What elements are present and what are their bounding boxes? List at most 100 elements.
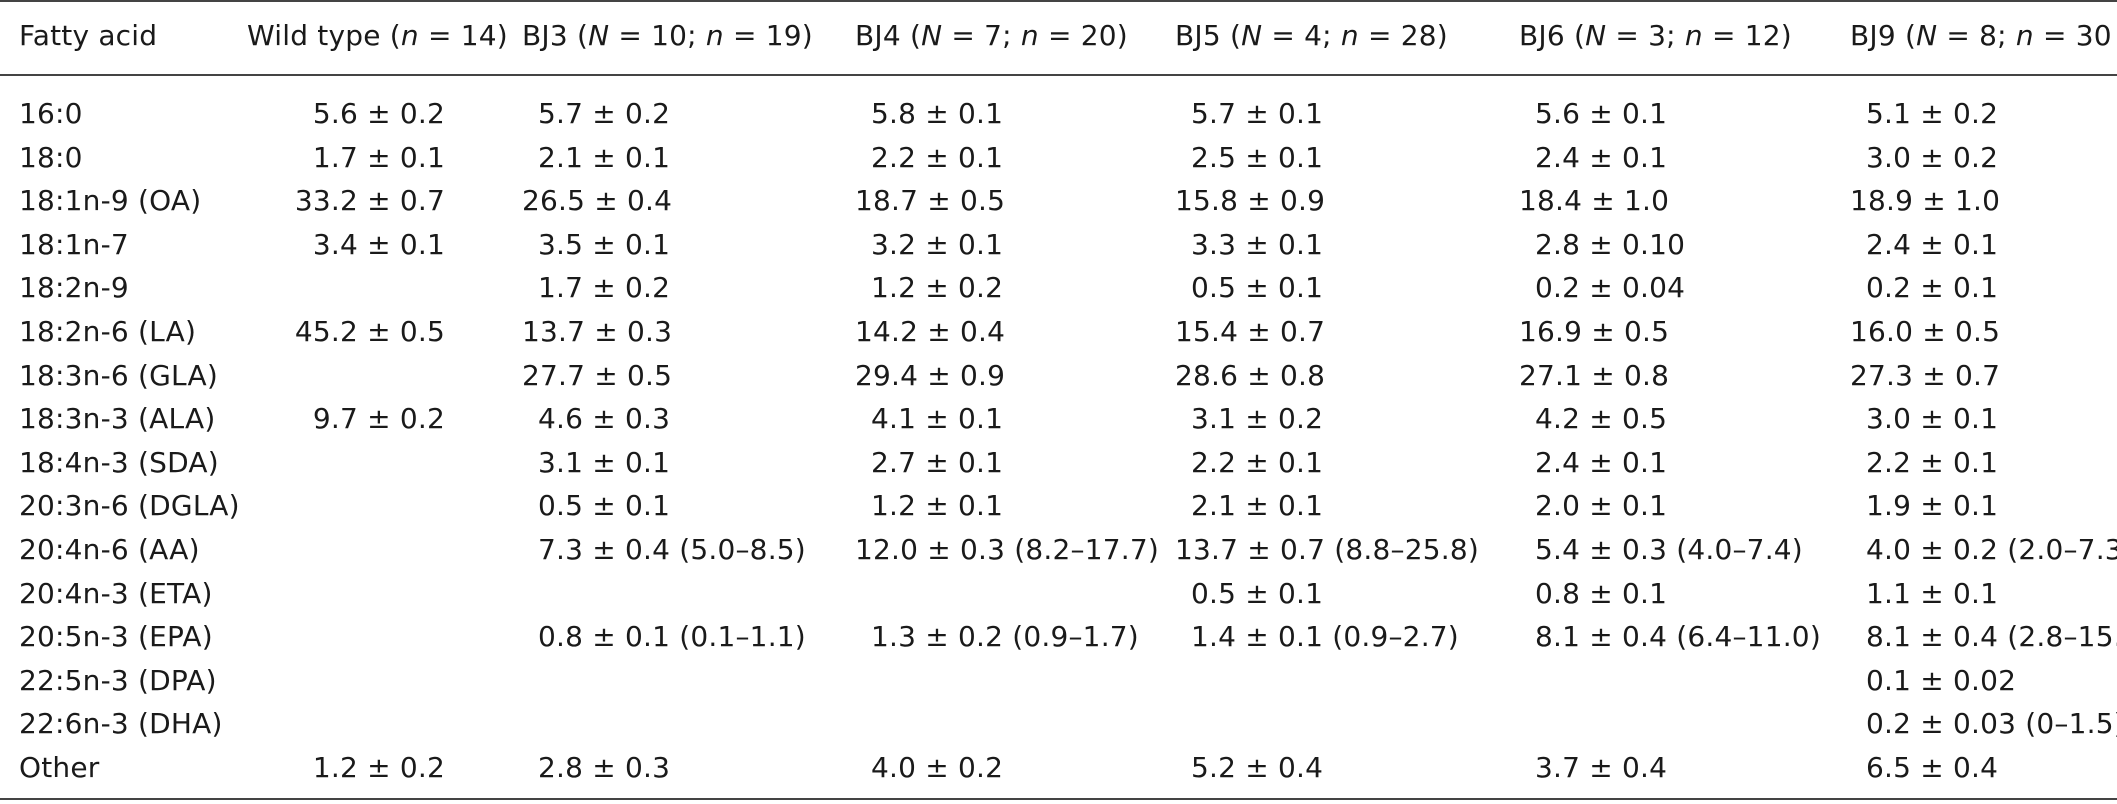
table-cell: 1.4 ± 0.1 (0.9–2.7) bbox=[1191, 620, 1459, 654]
row-label: 18:0 bbox=[19, 140, 83, 174]
table-cell: 1.3 ± 0.2 (0.9–1.7) bbox=[871, 620, 1139, 654]
table-cell: 2.1 ± 0.1 bbox=[538, 140, 671, 174]
table-cell: 0.1 ± 0.02 bbox=[1866, 663, 2017, 697]
table-cell: 0.8 ± 0.1 bbox=[1535, 576, 1668, 610]
table-cell: 8.1 ± 0.4 (2.8–15.0 bbox=[1866, 620, 2117, 654]
row-label: 18:3n-3 (ALA) bbox=[19, 402, 216, 436]
table-cell: 3.2 ± 0.1 bbox=[871, 227, 1004, 261]
table-cell: 4.6 ± 0.3 bbox=[538, 402, 671, 436]
table-cell: 4.2 ± 0.5 bbox=[1535, 402, 1668, 436]
header-variable: N bbox=[1241, 19, 1263, 52]
table-cell: 14.2 ± 0.4 bbox=[855, 315, 1006, 348]
column-header-text: BJ5 ( bbox=[1175, 19, 1242, 52]
header-variable: N bbox=[1916, 19, 1938, 52]
header-variable: n bbox=[400, 19, 419, 52]
table-cell: 3.4 ± 0.1 bbox=[312, 227, 445, 261]
table-cell: 5.4 ± 0.3 (4.0–7.4) bbox=[1535, 533, 1803, 566]
row-label: 20:4n-3 (ETA) bbox=[19, 576, 213, 610]
row-label: 18:2n-6 (LA) bbox=[19, 315, 197, 348]
table-cell: 16.9 ± 0.5 bbox=[1519, 315, 1670, 348]
table-cell: 3.5 ± 0.1 bbox=[538, 227, 671, 261]
table-cell: 3.7 ± 0.4 bbox=[1535, 751, 1668, 784]
table-cell: 13.7 ± 0.3 bbox=[522, 315, 673, 348]
header-variable: n bbox=[1340, 19, 1359, 52]
column-header: BJ3 (N = 10; n = 19) bbox=[522, 18, 813, 54]
table-cell: 18.7 ± 0.5 bbox=[855, 184, 1006, 218]
header-text: = 3; bbox=[1606, 19, 1685, 52]
table-cell: 4.0 ± 0.2 bbox=[871, 751, 1004, 784]
header-variable: n bbox=[705, 19, 724, 52]
table-cell: 3.0 ± 0.2 bbox=[1866, 140, 1999, 174]
header-text: = 20) bbox=[1038, 19, 1128, 52]
column-header: BJ6 (N = 3; n = 12) bbox=[1519, 18, 1792, 54]
table-cell: 2.2 ± 0.1 bbox=[1191, 445, 1324, 479]
table-cell: 2.0 ± 0.1 bbox=[1535, 489, 1668, 523]
table-cell: 13.7 ± 0.7 (8.8–25.8) bbox=[1175, 533, 1479, 566]
table-cell: 2.1 ± 0.1 bbox=[1191, 489, 1324, 523]
table-cell: 9.7 ± 0.2 bbox=[312, 402, 445, 436]
table-cell: 0.5 ± 0.1 bbox=[538, 489, 671, 523]
table-cell: 3.0 ± 0.1 bbox=[1866, 402, 1999, 436]
table-cell: 27.3 ± 0.7 bbox=[1850, 358, 2001, 392]
table-cell: 27.7 ± 0.5 bbox=[522, 358, 673, 392]
table-cell: 0.2 ± 0.1 bbox=[1866, 271, 1999, 305]
table-cell: 5.6 ± 0.1 bbox=[1535, 97, 1668, 130]
column-header: BJ5 (N = 4; n = 28) bbox=[1175, 18, 1448, 54]
header-variable: n bbox=[1020, 19, 1039, 52]
row-label: 18:4n-3 (SDA) bbox=[19, 445, 219, 479]
table-cell: 0.2 ± 0.04 bbox=[1535, 271, 1686, 305]
column-header-text: BJ4 ( bbox=[855, 19, 922, 52]
header-variable: N bbox=[1585, 19, 1607, 52]
table-cell: 5.7 ± 0.1 bbox=[1191, 97, 1324, 130]
column-header-text: Fatty acid bbox=[19, 19, 158, 52]
table-top-rule bbox=[0, 0, 2117, 2]
table-cell: 2.8 ± 0.10 bbox=[1535, 227, 1686, 261]
table-cell: 5.2 ± 0.4 bbox=[1191, 751, 1324, 784]
header-text: = 10; bbox=[609, 19, 706, 52]
table-cell: 33.2 ± 0.7 bbox=[294, 184, 445, 218]
table-cell: 18.9 ± 1.0 bbox=[1850, 184, 2001, 218]
column-header: BJ4 (N = 7; n = 20) bbox=[855, 18, 1128, 54]
column-header-text: Wild type ( bbox=[247, 19, 401, 52]
table-cell: 2.2 ± 0.1 bbox=[871, 140, 1004, 174]
table-cell: 5.1 ± 0.2 bbox=[1866, 97, 1999, 130]
table-cell: 27.1 ± 0.8 bbox=[1519, 358, 1670, 392]
column-header-text: BJ6 ( bbox=[1519, 19, 1586, 52]
table-cell: 3.1 ± 0.2 bbox=[1191, 402, 1324, 436]
column-header: BJ9 (N = 8; n = 30 bbox=[1850, 18, 2112, 54]
header-text: = 19) bbox=[723, 19, 813, 52]
column-header: Wild type (n = 14) bbox=[247, 18, 508, 54]
header-text: = 12) bbox=[1702, 19, 1792, 52]
row-label: 18:3n-6 (GLA) bbox=[19, 358, 218, 392]
table-cell: 0.2 ± 0.03 (0–1.5) bbox=[1866, 707, 2117, 741]
table-cell: 7.3 ± 0.4 (5.0–8.5) bbox=[538, 533, 806, 566]
column-header-text: BJ9 ( bbox=[1850, 19, 1917, 52]
table-cell: 5.7 ± 0.2 bbox=[538, 97, 671, 130]
table-cell: 2.5 ± 0.1 bbox=[1191, 140, 1324, 174]
table-cell: 1.7 ± 0.2 bbox=[538, 271, 671, 305]
table-cell: 15.8 ± 0.9 bbox=[1175, 184, 1326, 218]
table-cell: 1.2 ± 0.2 bbox=[312, 751, 445, 784]
row-label: 20:3n-6 (DGLA) bbox=[19, 489, 240, 523]
row-label: 18:1n-7 bbox=[19, 227, 129, 261]
table-cell: 5.6 ± 0.2 bbox=[312, 97, 445, 130]
table-cell: 45.2 ± 0.5 bbox=[294, 315, 445, 348]
table-cell: 2.2 ± 0.1 bbox=[1866, 445, 1999, 479]
table-cell: 8.1 ± 0.4 (6.4–11.0) bbox=[1535, 620, 1821, 654]
table-cell: 0.8 ± 0.1 (0.1–1.1) bbox=[538, 620, 806, 654]
row-label: Other bbox=[19, 751, 100, 784]
table-cell: 2.4 ± 0.1 bbox=[1535, 140, 1668, 174]
table-cell: 2.4 ± 0.1 bbox=[1866, 227, 1999, 261]
table-cell: 5.8 ± 0.1 bbox=[871, 97, 1004, 130]
header-text: = 28) bbox=[1358, 19, 1448, 52]
table-cell: 28.6 ± 0.8 bbox=[1175, 358, 1326, 392]
table-cell: 1.1 ± 0.1 bbox=[1866, 576, 1999, 610]
table-cell: 1.7 ± 0.1 bbox=[312, 140, 445, 174]
table-cell: 16.0 ± 0.5 bbox=[1850, 315, 2001, 348]
table-cell: 4.1 ± 0.1 bbox=[871, 402, 1004, 436]
table-cell: 1.2 ± 0.2 bbox=[871, 271, 1004, 305]
table-cell: 2.7 ± 0.1 bbox=[871, 445, 1004, 479]
table-cell: 15.4 ± 0.7 bbox=[1175, 315, 1326, 348]
row-label: 16:0 bbox=[19, 97, 83, 130]
